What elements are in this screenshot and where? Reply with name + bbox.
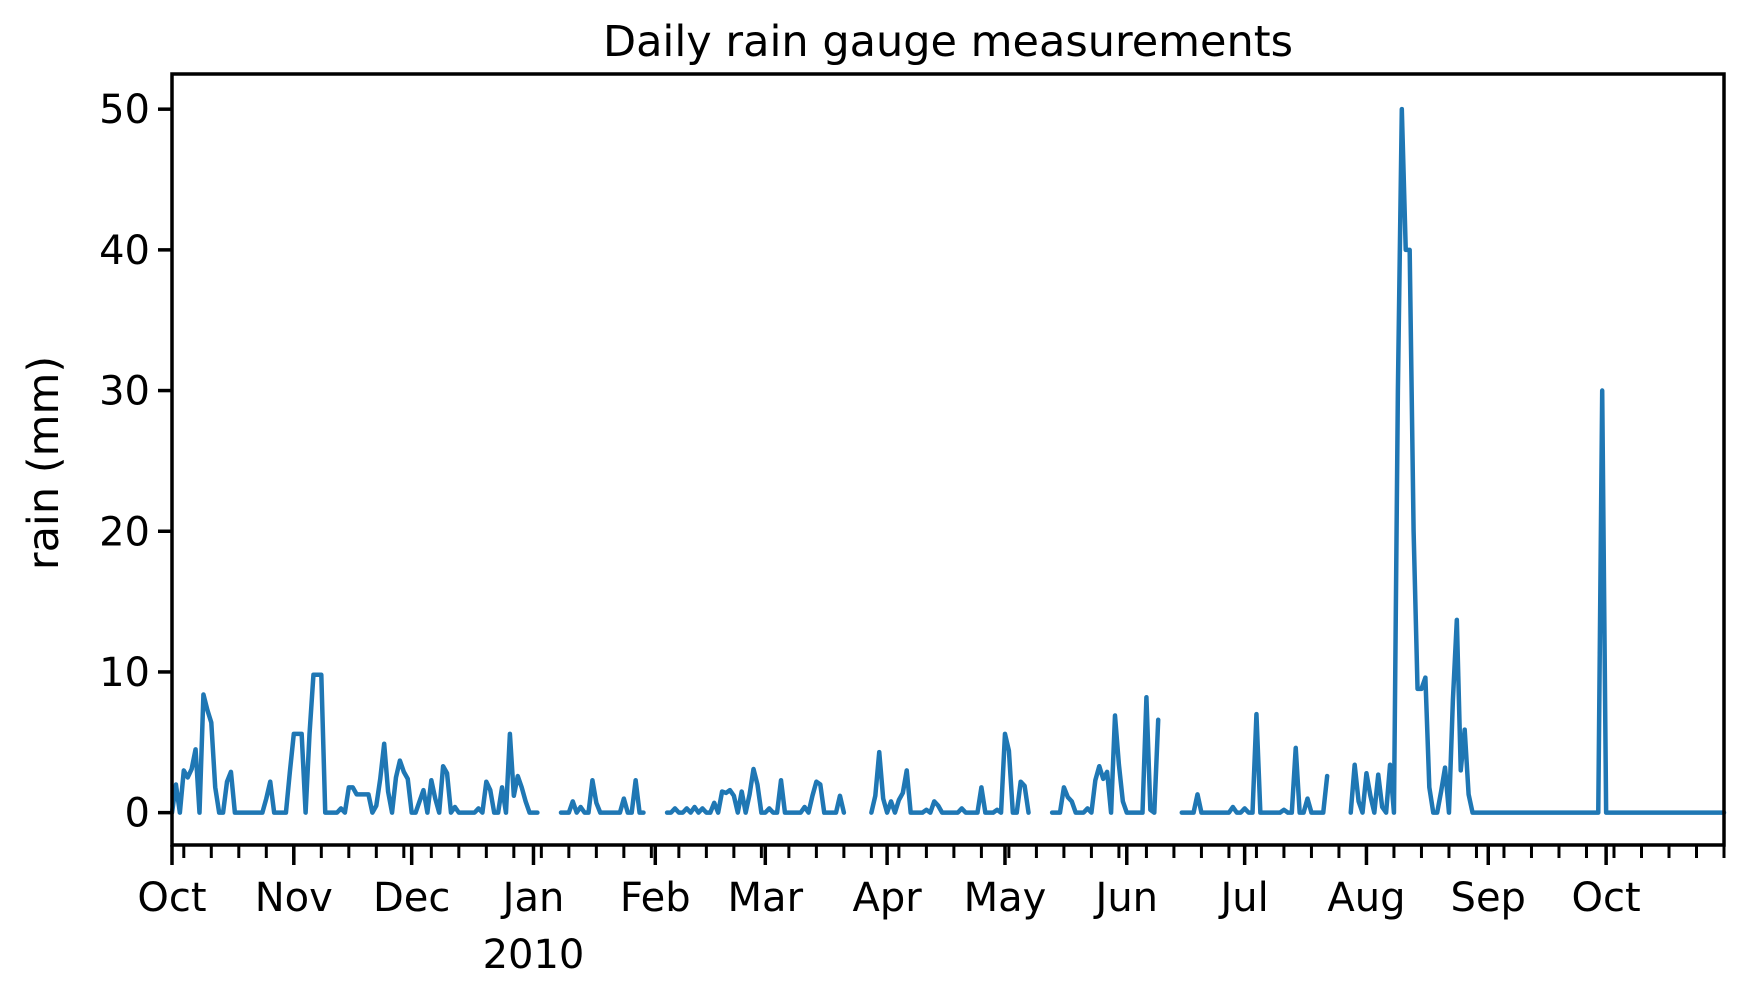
x-tick-label: Nov <box>255 875 333 921</box>
x-tick-label: Oct <box>1572 875 1641 921</box>
series-line-segment <box>558 778 646 815</box>
x-tick-label: Oct <box>137 875 206 921</box>
x-tick-label: Sep <box>1451 875 1526 921</box>
series-line-segment <box>869 731 1031 815</box>
x-year-label: 2010 <box>483 932 585 978</box>
y-tick-label: 40 <box>99 228 150 274</box>
y-axis: 0 10 20 30 40 50 <box>99 87 172 837</box>
series-line-segment <box>664 766 847 815</box>
series-line-segment <box>1348 106 1727 815</box>
y-tick-label: 30 <box>99 369 150 415</box>
y-tick-label: 50 <box>99 87 150 133</box>
x-tick-label: Jun <box>1093 875 1159 921</box>
x-tick-label: Jan <box>500 875 565 921</box>
x-tick-label: Mar <box>728 875 804 921</box>
series-line-segment <box>1179 711 1330 815</box>
x-tick-label: Dec <box>373 875 450 921</box>
series-line-segment <box>169 672 540 815</box>
y-tick-label: 10 <box>99 650 150 696</box>
x-tick-label: Feb <box>620 875 691 921</box>
series-line-segment <box>1049 695 1161 815</box>
x-tick-label: Apr <box>852 875 922 921</box>
chart-title: Daily rain gauge measurements <box>603 17 1293 67</box>
y-tick-label: 20 <box>99 509 150 555</box>
x-tick-label: May <box>964 875 1047 921</box>
x-axis: Oct Nov Dec Jan Feb Mar Apr May Jun Jul Aug Sep Oct 2… <box>137 845 1726 978</box>
plot-frame <box>170 72 1726 847</box>
y-axis-label: rain (mm) <box>19 356 69 570</box>
y-tick-label: 0 <box>125 791 150 837</box>
x-tick-label: Aug <box>1327 875 1405 921</box>
x-tick-label: Jul <box>1218 875 1269 921</box>
plot-area <box>169 106 1727 815</box>
